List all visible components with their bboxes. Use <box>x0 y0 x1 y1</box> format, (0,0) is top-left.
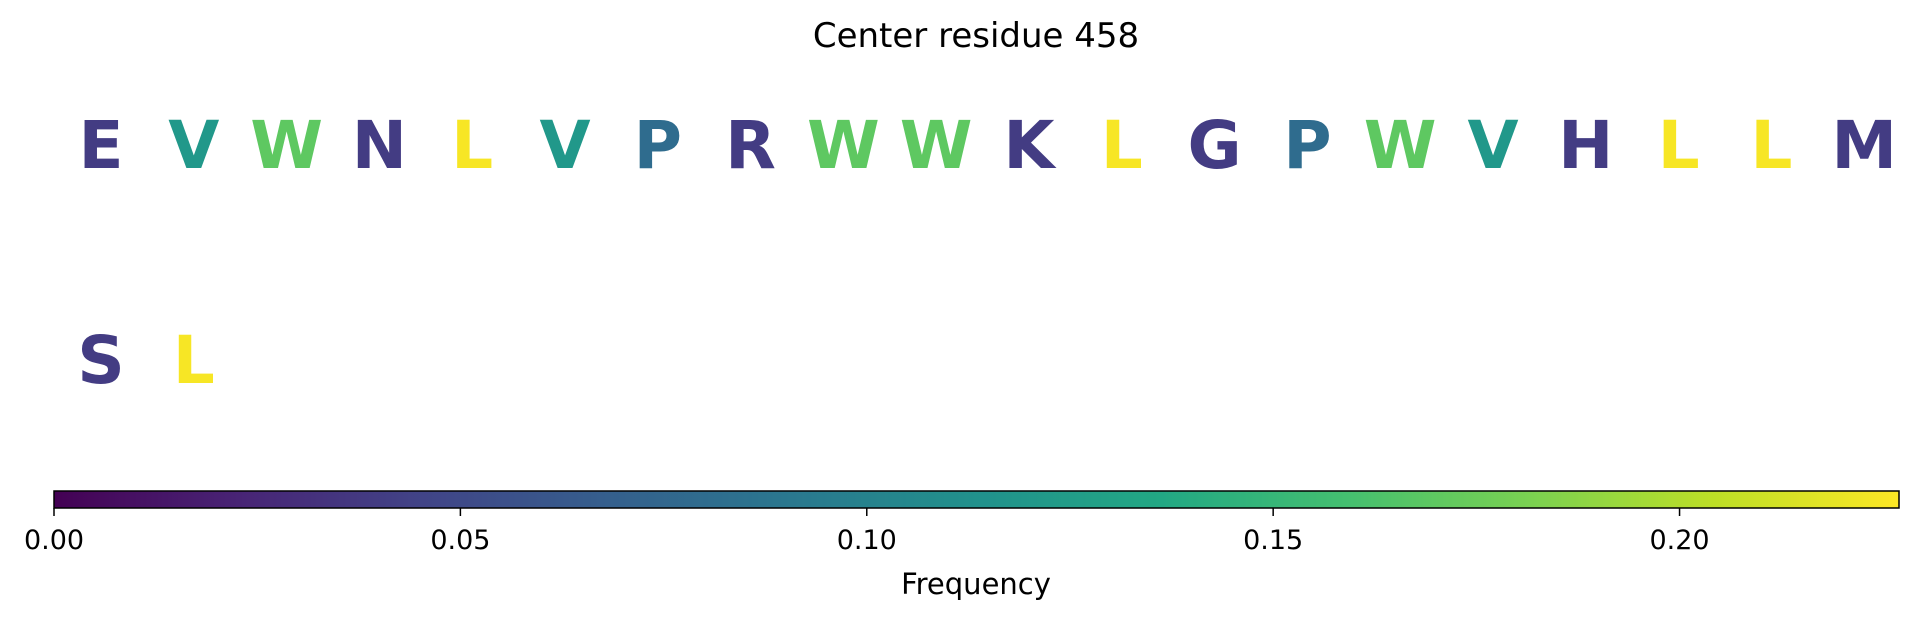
colorbar-ticks: 0.00 0.05 0.10 0.15 0.20 <box>24 508 1710 556</box>
residue-letter-l: L <box>1658 107 1700 184</box>
residue-letter-v: V <box>168 107 219 184</box>
residue-letter-w: W <box>1364 107 1437 184</box>
colorbar-label: Frequency <box>901 567 1051 601</box>
colorbar-tick-label: 0.15 <box>1243 525 1303 556</box>
chart-title: Center residue 458 <box>813 16 1139 56</box>
residue-letter-l: L <box>1101 107 1143 184</box>
colorbar: 0.00 0.05 0.10 0.15 0.20 Frequency <box>24 490 1900 601</box>
residue-letter-g: G <box>1188 107 1242 184</box>
colorbar-tick-label: 0.05 <box>430 525 490 556</box>
residue-letter-v: V <box>539 107 590 184</box>
residue-letter-s: S <box>77 322 125 399</box>
residue-letter-w: W <box>807 107 880 184</box>
colorbar-tick-label: 0.10 <box>837 525 897 556</box>
residue-letter-k: K <box>1003 107 1057 184</box>
colorbar-gradient <box>53 490 1900 509</box>
residue-letter-w: W <box>900 107 973 184</box>
residue-letters: E V W N L V P R W W K L G P W V H L L MS L <box>77 107 1897 399</box>
residue-letter-r: R <box>725 107 776 184</box>
residue-letter-n: N <box>352 107 407 184</box>
residue-letter-h: H <box>1558 107 1613 184</box>
residue-letter-v: V <box>1467 107 1518 184</box>
residue-letter-l: L <box>1750 107 1792 184</box>
residue-letter-l: L <box>451 107 493 184</box>
residue-letter-p: P <box>1283 107 1331 184</box>
residue-letter-e: E <box>78 107 123 184</box>
colorbar-tick-label: 0.00 <box>24 525 84 556</box>
residue-letter-w: W <box>250 107 323 184</box>
residue-letter-p: P <box>634 107 682 184</box>
colorbar-tick-label: 0.20 <box>1649 525 1709 556</box>
residue-letter-l: L <box>173 322 215 399</box>
residue-letter-m: M <box>1831 107 1897 184</box>
